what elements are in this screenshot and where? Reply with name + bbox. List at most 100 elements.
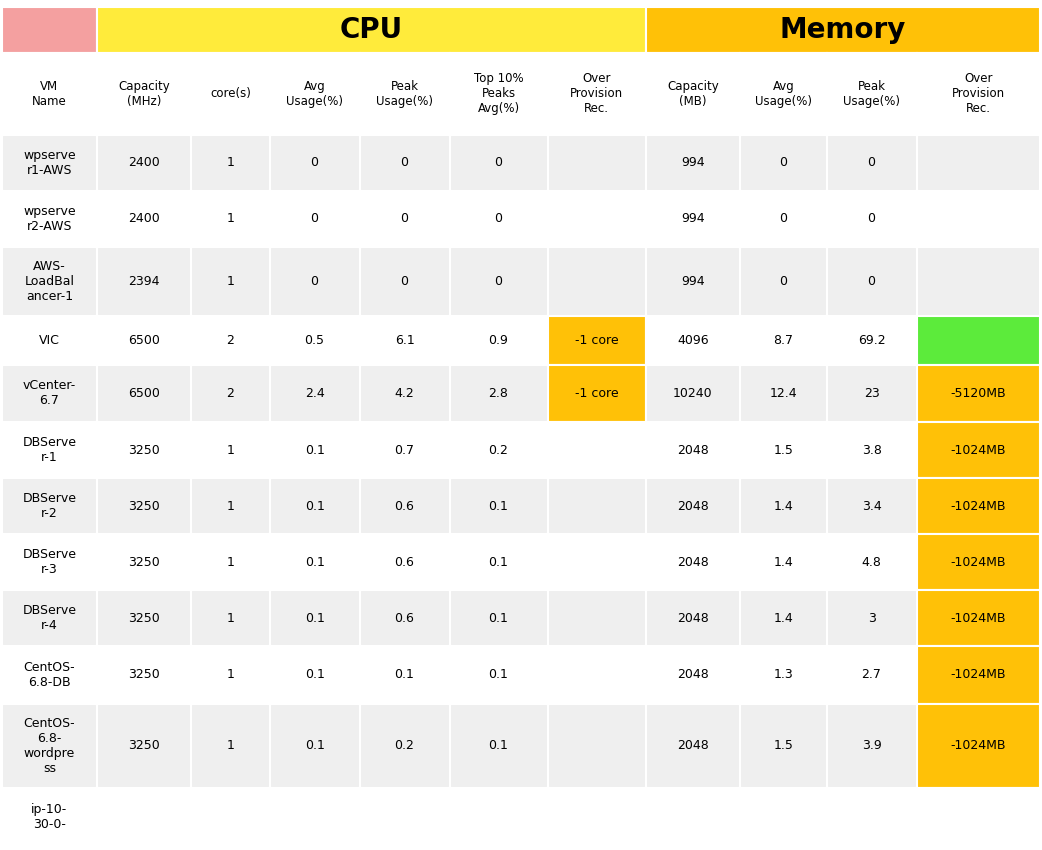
Text: 2: 2 bbox=[226, 387, 234, 400]
Bar bbox=[547, 134, 646, 190]
Bar bbox=[2, 190, 97, 246]
Bar bbox=[740, 479, 826, 534]
Text: 3250: 3250 bbox=[128, 611, 159, 625]
Bar bbox=[2, 788, 97, 846]
Bar bbox=[547, 190, 646, 246]
Bar bbox=[826, 134, 917, 190]
Text: 1.5: 1.5 bbox=[773, 444, 793, 456]
Text: ip-10-
30-0-: ip-10- 30-0- bbox=[31, 803, 68, 831]
Bar bbox=[646, 646, 740, 704]
Text: Avg
Usage(%): Avg Usage(%) bbox=[754, 80, 812, 108]
Bar bbox=[646, 479, 740, 534]
Bar bbox=[270, 315, 359, 365]
Text: Over
Provision
Rec.: Over Provision Rec. bbox=[951, 72, 1004, 116]
Text: 3250: 3250 bbox=[128, 556, 159, 569]
Text: 2048: 2048 bbox=[677, 668, 709, 682]
Bar bbox=[917, 704, 1040, 788]
Text: 0.6: 0.6 bbox=[395, 556, 415, 569]
Bar bbox=[826, 190, 917, 246]
Bar bbox=[826, 534, 917, 590]
Bar bbox=[646, 7, 1040, 53]
Bar bbox=[191, 788, 270, 846]
Bar bbox=[449, 190, 547, 246]
Bar bbox=[2, 704, 97, 788]
Bar bbox=[917, 534, 1040, 590]
Bar bbox=[359, 365, 449, 422]
Bar bbox=[2, 53, 97, 134]
Text: 0.6: 0.6 bbox=[395, 611, 415, 625]
Bar bbox=[97, 53, 191, 134]
Bar bbox=[740, 190, 826, 246]
Text: CentOS-
6.8-
wordpre
ss: CentOS- 6.8- wordpre ss bbox=[24, 717, 75, 775]
Text: Top 10%
Peaks
Avg(%): Top 10% Peaks Avg(%) bbox=[474, 72, 523, 116]
Text: 1: 1 bbox=[226, 668, 234, 682]
Bar bbox=[449, 704, 547, 788]
Bar bbox=[191, 365, 270, 422]
Text: 0: 0 bbox=[400, 275, 408, 287]
Bar bbox=[270, 646, 359, 704]
Text: 2048: 2048 bbox=[677, 611, 709, 625]
Text: Memory: Memory bbox=[779, 16, 905, 44]
Bar bbox=[740, 788, 826, 846]
Text: DBServe
r-2: DBServe r-2 bbox=[22, 492, 76, 520]
Bar bbox=[270, 246, 359, 315]
Bar bbox=[97, 7, 646, 53]
Bar bbox=[449, 365, 547, 422]
Text: 0: 0 bbox=[495, 212, 502, 225]
Text: 3250: 3250 bbox=[128, 500, 159, 513]
Text: 2.7: 2.7 bbox=[862, 668, 882, 682]
Bar bbox=[826, 646, 917, 704]
Bar bbox=[740, 315, 826, 365]
Bar bbox=[740, 365, 826, 422]
Text: 1.5: 1.5 bbox=[773, 740, 793, 752]
Bar bbox=[359, 315, 449, 365]
Bar bbox=[191, 422, 270, 479]
Bar bbox=[359, 646, 449, 704]
Bar bbox=[191, 704, 270, 788]
Text: 2.8: 2.8 bbox=[489, 387, 508, 400]
Bar bbox=[547, 590, 646, 646]
Text: wpserve
r2-AWS: wpserve r2-AWS bbox=[23, 205, 76, 233]
Bar bbox=[191, 315, 270, 365]
Bar bbox=[97, 788, 191, 846]
Text: 0.1: 0.1 bbox=[489, 740, 508, 752]
Bar bbox=[449, 53, 547, 134]
Text: -1024MB: -1024MB bbox=[950, 740, 1006, 752]
Text: CentOS-
6.8-DB: CentOS- 6.8-DB bbox=[24, 660, 75, 689]
Bar bbox=[270, 190, 359, 246]
Text: 0: 0 bbox=[868, 275, 875, 287]
Text: 0.1: 0.1 bbox=[304, 556, 324, 569]
Text: DBServe
r-4: DBServe r-4 bbox=[22, 604, 76, 632]
Bar bbox=[449, 646, 547, 704]
Bar bbox=[97, 479, 191, 534]
Bar bbox=[917, 315, 1040, 365]
Bar bbox=[270, 534, 359, 590]
Bar bbox=[449, 479, 547, 534]
Bar bbox=[191, 246, 270, 315]
Bar bbox=[449, 422, 547, 479]
Bar bbox=[826, 422, 917, 479]
Bar bbox=[97, 315, 191, 365]
Text: 0: 0 bbox=[311, 156, 319, 169]
Bar bbox=[2, 365, 97, 422]
Text: DBServe
r-3: DBServe r-3 bbox=[22, 548, 76, 576]
Bar bbox=[2, 534, 97, 590]
Bar bbox=[359, 134, 449, 190]
Text: 10240: 10240 bbox=[673, 387, 713, 400]
Text: 1: 1 bbox=[226, 156, 234, 169]
Text: 0.2: 0.2 bbox=[395, 740, 415, 752]
Bar bbox=[449, 134, 547, 190]
Bar bbox=[547, 704, 646, 788]
Text: 4096: 4096 bbox=[677, 334, 709, 347]
Text: -1024MB: -1024MB bbox=[950, 444, 1006, 456]
Bar bbox=[547, 479, 646, 534]
Text: 4.2: 4.2 bbox=[395, 387, 415, 400]
Text: 6500: 6500 bbox=[128, 334, 159, 347]
Text: 3: 3 bbox=[868, 611, 875, 625]
Text: 994: 994 bbox=[681, 212, 704, 225]
Bar bbox=[97, 190, 191, 246]
Bar bbox=[191, 590, 270, 646]
Bar bbox=[97, 134, 191, 190]
Bar bbox=[270, 365, 359, 422]
Text: VM
Name: VM Name bbox=[32, 80, 67, 108]
